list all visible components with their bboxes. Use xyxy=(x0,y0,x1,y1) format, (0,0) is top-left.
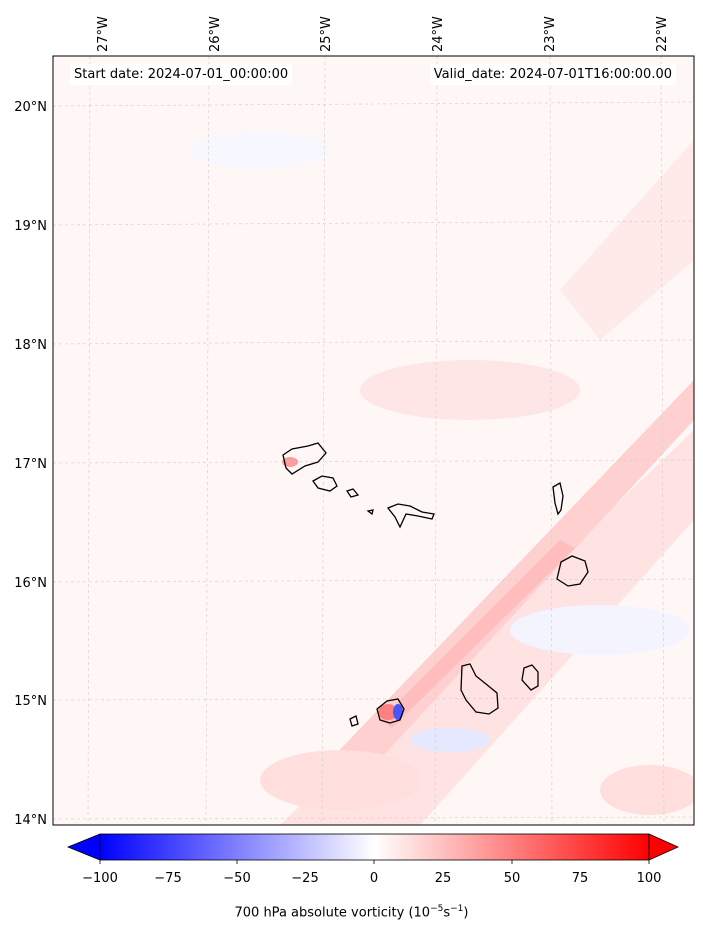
lat-label: 14°N xyxy=(14,813,47,828)
colorbar: −100 −75 −50 −25 0 25 50 75 100 xyxy=(66,833,679,886)
island-santiago xyxy=(460,663,499,715)
colorbar-tick-label: 75 xyxy=(572,871,589,886)
island-sal xyxy=(552,482,564,516)
vorticity-negative-east xyxy=(510,605,690,655)
map-background xyxy=(53,56,694,825)
colorbar-title-exponent: −5 xyxy=(430,904,444,914)
island-razo xyxy=(366,509,374,516)
colorbar-tick-label: 100 xyxy=(637,871,662,886)
map-panel xyxy=(52,55,695,826)
vorticity-negative-south xyxy=(410,728,490,752)
colorbar-gradient xyxy=(99,833,650,861)
lat-label: 16°N xyxy=(14,576,47,591)
lat-label: 17°N xyxy=(14,457,47,472)
lat-label: 18°N xyxy=(14,338,47,353)
colorbar-tick-label: −25 xyxy=(291,871,318,886)
lat-label: 15°N xyxy=(14,694,47,709)
lon-label: 22°W xyxy=(655,16,670,52)
vorticity-negative-north xyxy=(190,132,330,168)
island-brava xyxy=(349,715,359,727)
island-boa-vista xyxy=(556,555,589,587)
colorbar-tick-label: 50 xyxy=(504,871,521,886)
colorbar-title: 700 hPa absolute vorticity (10−5s−1) xyxy=(0,904,703,920)
island-santa-luzia xyxy=(345,488,360,498)
island-sao-vicente xyxy=(312,475,338,492)
colorbar-ticks xyxy=(99,860,650,864)
lat-label: 20°N xyxy=(14,100,47,115)
valid-date-label: Valid_date: 2024-07-01T16:00:00.00 xyxy=(429,64,676,85)
vorticity-dipole-neg xyxy=(393,704,403,720)
longitude-labels: 27°W 26°W 25°W 24°W 23°W 22°W xyxy=(96,16,670,52)
lon-label: 27°W xyxy=(96,16,111,52)
vorticity-band-strong xyxy=(330,380,694,770)
colorbar-title-main: 700 hPa absolute vorticity (10 xyxy=(234,905,431,921)
start-date-label: Start date: 2024-07-01_00:00:00 xyxy=(70,64,293,85)
colorbar-title-exponent: −1 xyxy=(450,904,464,914)
colorbar-tick-label: 25 xyxy=(435,871,452,886)
lon-label: 26°W xyxy=(208,16,223,52)
vorticity-santo-antao-pos xyxy=(282,457,298,467)
island-sao-nicolau xyxy=(386,503,435,529)
vorticity-band-core xyxy=(380,540,575,728)
colorbar-extend-max xyxy=(648,833,679,861)
lon-label: 23°W xyxy=(543,16,558,52)
vorticity-field xyxy=(53,56,694,825)
vorticity-blob-southeast xyxy=(600,765,694,815)
island-santo-antao xyxy=(282,442,327,475)
colorbar-title-unit: s xyxy=(443,905,451,921)
colorbar-tick-label: −50 xyxy=(223,871,250,886)
lon-label: 24°W xyxy=(431,16,446,52)
colorbar-tick-label: 0 xyxy=(370,871,378,886)
lon-label: 25°W xyxy=(319,16,334,52)
vorticity-blob-north xyxy=(360,360,580,420)
vorticity-band-upper xyxy=(560,140,694,340)
map-gridlines xyxy=(53,56,694,825)
colorbar-title-close: ) xyxy=(463,905,469,921)
cape-verde-coastlines xyxy=(282,442,589,727)
vorticity-blob-south xyxy=(260,750,420,810)
vorticity-dipole-pos xyxy=(378,704,398,720)
map-frame xyxy=(52,55,695,826)
island-fogo xyxy=(376,698,405,724)
colorbar-extend-min xyxy=(66,833,101,861)
colorbar-tick-label: −100 xyxy=(82,871,118,886)
latitude-labels: 20°N 19°N 18°N 17°N 16°N 15°N 14°N xyxy=(14,100,47,828)
island-maio xyxy=(521,664,539,691)
lat-label: 19°N xyxy=(14,219,47,234)
colorbar-tick-label: −75 xyxy=(154,871,181,886)
